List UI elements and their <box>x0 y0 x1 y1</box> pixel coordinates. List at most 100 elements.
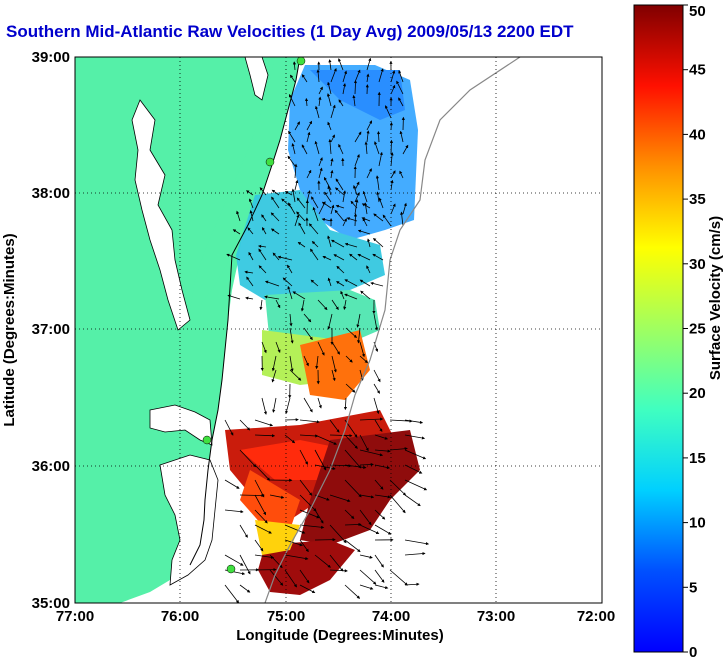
velocity-arrow <box>321 217 332 222</box>
velocity-arrow <box>361 217 371 222</box>
velocity-arrow <box>343 299 347 310</box>
velocity-arrow <box>269 569 284 586</box>
velocity-arrow <box>327 81 332 95</box>
velocity-arrow <box>272 397 277 413</box>
velocity-arrow <box>287 264 293 274</box>
velocity-arrow <box>373 213 384 222</box>
velocity-arrow <box>357 229 371 235</box>
velocity-arrow <box>248 251 254 261</box>
velocity-arrow <box>389 447 408 451</box>
velocity-arrow <box>329 524 347 544</box>
velocity-arrow <box>254 494 266 516</box>
velocity-arrow <box>248 198 254 209</box>
velocity-arrow <box>374 524 392 535</box>
velocity-arrow <box>294 163 298 179</box>
velocity-arrow <box>327 235 332 248</box>
velocity-arrow <box>373 369 381 383</box>
velocity-arrow <box>342 190 347 203</box>
velocity-arrow <box>246 190 254 196</box>
velocity-arrow <box>344 293 358 300</box>
velocity-arrow <box>343 397 348 411</box>
velocity-arrow <box>247 227 254 235</box>
velocity-arrow <box>338 99 344 107</box>
velocity-arrow <box>317 341 325 356</box>
velocity-arrow <box>285 397 291 415</box>
colorbar-tick-label: 15 <box>689 450 706 467</box>
velocity-arrow <box>404 551 426 556</box>
velocity-arrow <box>224 509 244 514</box>
velocity-arrow <box>303 397 313 413</box>
velocity-arrow <box>374 494 391 499</box>
velocity-arrow <box>378 68 384 83</box>
colorbar-tick-label: 50 <box>689 3 706 20</box>
delaware-bay <box>244 57 269 101</box>
velocity-arrow <box>287 285 293 300</box>
y-tick-label: 39:00 <box>32 49 70 66</box>
colorbar-tick-label: 35 <box>689 191 706 208</box>
velocity-arrow <box>299 524 325 529</box>
velocity-arrow <box>314 554 331 568</box>
velocity-arrow <box>296 211 306 222</box>
colorbar-tick-label: 0 <box>689 644 697 659</box>
velocity-arrow <box>270 228 280 235</box>
velocity-arrow <box>224 419 234 436</box>
velocity-arrow <box>254 554 275 559</box>
velocity-arrow <box>359 494 375 499</box>
velocity-arrow <box>350 200 358 209</box>
x-tick-label: 76:00 <box>161 608 199 625</box>
x-tick-label: 77:00 <box>56 608 94 625</box>
velocity-arrow <box>299 509 320 519</box>
colorbar-tick-label: 5 <box>689 579 697 596</box>
velocity-arrows <box>224 57 430 603</box>
velocity-arrow <box>336 265 345 274</box>
velocity-arrow <box>239 524 248 538</box>
velocity-arrow <box>271 369 277 383</box>
velocity-arrow <box>359 509 372 526</box>
velocity-arrow <box>296 197 306 209</box>
velocity-arrow <box>344 242 358 248</box>
velocity-arrow <box>281 198 293 209</box>
velocity-arrow <box>344 539 361 553</box>
velocity-arrow <box>338 58 344 71</box>
velocity-arrow <box>290 74 296 83</box>
velocity-arrow <box>374 419 383 432</box>
velocity-arrow <box>345 327 357 339</box>
delmarva-peninsula <box>190 57 300 310</box>
x-tick-label: 74:00 <box>372 608 410 625</box>
velocity-arrow <box>359 434 369 452</box>
x-tick-label: 72:00 <box>577 608 615 625</box>
plot-frame <box>74 56 603 604</box>
velocity-arrow <box>361 203 371 209</box>
velocity-arrow <box>344 522 362 527</box>
velocity-arrow <box>330 204 335 215</box>
velocity-arrow <box>334 209 345 222</box>
velocity-arrow <box>366 168 372 179</box>
velocity-arrow <box>404 419 424 424</box>
velocity-arrow <box>254 434 276 438</box>
velocity-arrow <box>330 104 336 119</box>
colorbar-gradient <box>633 4 684 653</box>
velocity-arrow <box>287 155 296 167</box>
velocity-arrow <box>327 277 332 287</box>
velocity-arrow <box>374 434 389 440</box>
velocity-arrow <box>359 584 374 590</box>
velocity-arrow <box>275 341 281 353</box>
velocity-arrow <box>372 253 384 261</box>
velocity-arrow <box>315 355 319 370</box>
velocity-arrow <box>303 355 309 367</box>
velocity-arrow <box>254 524 272 534</box>
velocity-arrow <box>342 218 347 227</box>
velocity-arrow <box>245 296 254 300</box>
velocity-arrow <box>261 214 267 222</box>
map-title: Southern Mid-Atlantic Raw Velocities (1 … <box>6 22 574 41</box>
velocity-arrow <box>345 355 353 363</box>
velocity-arrow <box>301 144 308 155</box>
velocity-arrow <box>318 167 323 179</box>
velocity-arrow <box>318 157 323 167</box>
velocity-arrow <box>299 569 310 584</box>
velocity-arrow <box>334 187 345 196</box>
velocity-arrow <box>385 105 392 119</box>
y-tick-label: 35:00 <box>32 595 70 612</box>
velocity-arrow <box>404 494 421 507</box>
